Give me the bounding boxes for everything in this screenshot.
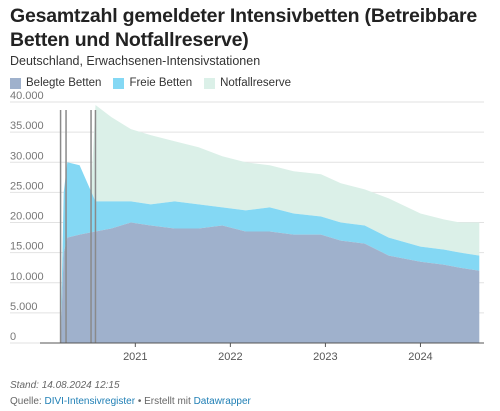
legend-swatch-notfall (204, 77, 216, 89)
x-tick-label-2: 2023 (313, 351, 337, 363)
x-tick-label-1: 2022 (218, 351, 242, 363)
legend-label-notfall: Notfallreserve (220, 77, 292, 89)
y-tick-label-7: 35.000 (10, 120, 44, 132)
y-tick-label-8: 40.000 (10, 90, 44, 102)
chart-subtitle: Deutschland, Erwachsenen-Intensivstation… (10, 54, 261, 68)
footer-source-prefix: Quelle: (10, 396, 45, 407)
x-tick-label-3: 2024 (408, 351, 432, 363)
area-chart: 0 5.000 10.000 15.000 20.000 25.000 30.000 35.0… (10, 90, 484, 363)
y-tick-label-2: 10.000 (10, 271, 44, 283)
area-layer (60, 105, 480, 343)
vline-layer (59, 110, 97, 343)
y-tick-label-0: 0 (10, 331, 16, 343)
legend-item-notfall: Notfallreserve (204, 77, 291, 89)
area-notfallreserve (60, 105, 480, 343)
y-tick-label-4: 20.000 (10, 211, 44, 223)
footer-source: Quelle: DIVI-Intensivregister • Erstellt… (10, 396, 251, 407)
area-freie-betten (60, 162, 480, 343)
y-tick-label-6: 30.000 (10, 150, 44, 162)
legend-swatch-frei (113, 77, 125, 89)
y-tick-label-1: 5.000 (10, 301, 38, 313)
source-link[interactable]: DIVI-Intensivregister (44, 396, 136, 407)
footer-stand: Stand: 14.08.2024 12:15 (10, 380, 120, 391)
legend-item-frei: Freie Betten (113, 77, 192, 89)
area-belegte-betten (60, 222, 480, 343)
legend: Belegte Betten Freie Betten Notfallreser… (10, 77, 303, 89)
y-tick-label-3: 15.000 (10, 241, 44, 253)
legend-swatch-belegt (10, 77, 21, 89)
legend-label-frei: Freie Betten (129, 77, 193, 89)
tool-link[interactable]: Datawrapper (193, 396, 251, 407)
x-tick-label-0: 2021 (123, 351, 147, 363)
legend-item-belegt: Belegte Betten (10, 77, 101, 89)
legend-label-belegt: Belegte Betten (26, 77, 102, 89)
y-tick-label-5: 25.000 (10, 180, 44, 192)
axis-layer: 0 5.000 10.000 15.000 20.000 25.000 30.000 35.0… (10, 90, 484, 363)
footer-separator: • Erstellt mit (135, 396, 194, 407)
chart-title: Gesamtzahl gemeldeter Intensivbetten (Be… (10, 5, 478, 51)
